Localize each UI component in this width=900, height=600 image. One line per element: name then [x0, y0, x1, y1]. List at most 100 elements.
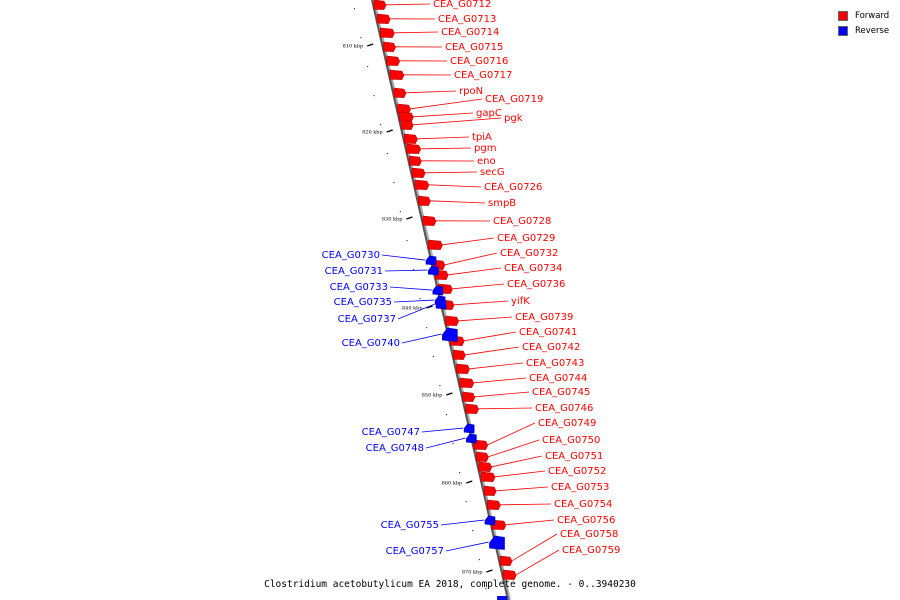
reverse-gene-label: CEA_G0733	[330, 282, 388, 293]
forward-gene-label: CEA_G0750	[542, 435, 600, 446]
reverse-gene-connector	[445, 541, 489, 552]
forward-gene-block	[386, 55, 401, 66]
reverse-gene-label: CEA_G0740	[342, 338, 400, 349]
minor-tick	[478, 559, 480, 561]
forward-gene-connector	[428, 184, 482, 188]
forward-gene-label: CEA_G0753	[551, 482, 609, 493]
tick-label: 820 kbp	[362, 130, 383, 136]
forward-gene-block	[414, 179, 430, 190]
reverse-gene-label: CEA_G0735	[334, 297, 392, 308]
forward-gene-block	[389, 69, 405, 80]
forward-gene-label: CEA_G0714	[441, 27, 499, 38]
forward-gene-block	[400, 119, 414, 130]
forward-gene-label: eno	[477, 156, 496, 167]
forward-gene-connector	[405, 90, 457, 94]
forward-gene-block	[476, 451, 489, 462]
forward-gene-connector	[430, 200, 486, 204]
forward-gene-block	[383, 41, 396, 52]
forward-gene-block	[462, 391, 476, 402]
forward-gene-label: CEA_G0739	[515, 312, 573, 323]
minor-tick	[406, 240, 408, 242]
forward-gene-label: yifK	[511, 296, 530, 307]
legend-forward-label: Forward	[855, 10, 890, 21]
tick-label: 850 kbp	[422, 393, 443, 399]
forward-gene-label: CEA_G0745	[532, 387, 590, 398]
forward-gene-connector	[505, 519, 555, 526]
genome-caption: Clostridium acetobutylicum EA 2018, comp…	[264, 579, 636, 590]
minor-tick	[419, 298, 421, 300]
forward-gene-block	[456, 363, 470, 374]
forward-gene-connector	[478, 407, 533, 410]
forward-gene-block	[465, 403, 479, 414]
forward-gene-label: CEA_G0736	[507, 279, 565, 290]
legend-forward: Forward	[838, 8, 889, 23]
forward-gene-connector	[453, 300, 509, 306]
tick-label: 860 kbp	[442, 481, 463, 487]
minor-tick	[380, 124, 382, 126]
reverse-gene-connector	[440, 519, 485, 526]
forward-gene-block	[380, 27, 395, 38]
forward-gene-label: CEA_G0717	[454, 70, 512, 81]
major-tick	[406, 216, 413, 220]
major-tick	[386, 129, 393, 133]
reverse-gene-block	[466, 433, 477, 444]
reverse-gene-block	[427, 265, 439, 276]
forward-gene-connector	[494, 470, 546, 478]
forward-gene-block	[411, 167, 426, 178]
reverse-gene-connector	[381, 254, 426, 261]
forward-gene-connector	[515, 549, 560, 576]
forward-gene-connector	[511, 533, 558, 562]
major-tick	[466, 480, 473, 484]
major-tick	[366, 43, 374, 47]
forward-gene-label: CEA_G0716	[450, 56, 508, 67]
forward-gene-connector	[458, 316, 513, 322]
reverse-gene-block	[435, 299, 447, 310]
tick-label: 830 kbp	[382, 217, 403, 223]
forward-gene-connector	[469, 362, 524, 370]
reverse-swatch	[838, 25, 848, 36]
forward-gene-block	[393, 87, 407, 98]
forward-gene-label: CEA_G0754	[554, 499, 612, 510]
reverse-gene-label: CEA_G0755	[381, 520, 439, 531]
legend: Forward Reverse	[838, 8, 889, 38]
reverse-gene-block	[463, 423, 475, 434]
forward-gene-label: secG	[480, 167, 505, 178]
forward-gene-block	[399, 111, 414, 122]
forward-gene-connector	[500, 503, 552, 506]
minor-tick	[393, 182, 395, 184]
forward-gene-block	[428, 239, 443, 250]
forward-gene-label: CEA_G0752	[548, 466, 606, 477]
forward-gene-connector	[474, 391, 530, 398]
forward-gene-block	[459, 377, 475, 388]
forward-gene-label: CEA_G0756	[557, 515, 615, 526]
forward-gene-connector	[473, 377, 527, 384]
forward-gene-label: CEA_G0742	[522, 342, 580, 353]
minor-tick	[373, 95, 375, 97]
minor-tick	[386, 153, 388, 155]
forward-gene-label: CEA_G0713	[438, 14, 496, 25]
forward-gene-connector	[413, 117, 502, 126]
minor-tick	[459, 472, 461, 474]
minor-tick	[360, 37, 362, 39]
major-tick	[486, 569, 493, 573]
forward-gene-label: CEA_G0759	[562, 545, 620, 556]
forward-gene-connector	[452, 283, 505, 290]
forward-gene-connector	[413, 112, 474, 118]
minor-tick	[399, 211, 401, 213]
forward-gene-block	[397, 103, 411, 114]
major-tick	[446, 392, 453, 396]
reverse-gene-block	[484, 515, 496, 526]
reverse-gene-label: CEA_G0748	[366, 443, 424, 454]
forward-gene-label: CEA_G0728	[493, 216, 551, 227]
forward-gene-block	[376, 13, 391, 24]
forward-gene-label: CEA_G0732	[500, 248, 558, 259]
forward-gene-label: smpB	[488, 198, 516, 209]
forward-gene-connector	[394, 31, 439, 34]
forward-gene-label: pgm	[474, 143, 496, 154]
forward-gene-block	[499, 555, 513, 566]
reverse-gene-connector	[397, 303, 436, 320]
forward-gene-label: pgk	[504, 113, 523, 124]
forward-gene-label: CEA_G0734	[504, 263, 562, 274]
forward-gene-label: CEA_G0712	[433, 0, 491, 10]
